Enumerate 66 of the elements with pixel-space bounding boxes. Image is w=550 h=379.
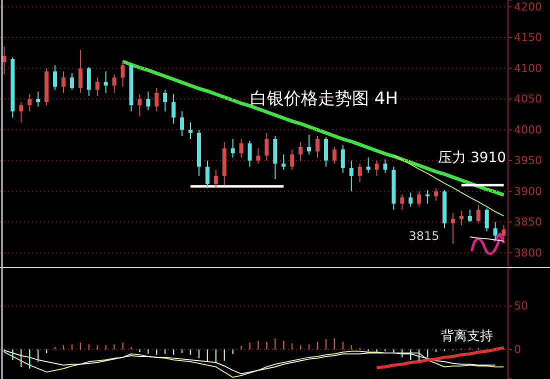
candlestick [282,154,286,170]
candlestick [332,146,336,164]
candlestick [383,158,388,174]
candlestick [214,169,218,189]
candlestick [484,208,489,232]
candlestick [476,204,480,224]
candlestick [408,192,413,208]
candlestick [307,134,312,155]
y-tick-label: 4000 [514,123,542,136]
candlestick [502,224,506,240]
y-tick-label: 0 [514,343,521,356]
text: 白银价格走势图 4H [250,89,398,109]
candlestick [400,194,404,210]
annotation: 背离支持 [441,328,493,344]
annotation: 3815 [408,229,440,243]
candlestick [459,210,464,226]
candlestick [188,122,192,140]
y-tick-label: 3850 [514,216,542,229]
candlestick [120,60,125,88]
y-tick-label: 50 [514,300,528,313]
candlestick [434,188,438,202]
candlestick [86,66,91,96]
candlestick [104,70,108,94]
annotation: 压力 3910 [438,150,506,166]
candlestick [417,190,422,208]
candlestick [349,160,354,192]
candlestick [62,70,66,94]
y-tick-label: 3900 [514,184,542,198]
candlestick [172,94,176,124]
candlestick [19,102,24,123]
candlestick [248,140,252,168]
candlestick [230,138,235,158]
y-tick-label: 4050 [514,92,542,106]
candlestick [70,72,74,90]
y-tick-label: 4150 [514,31,542,44]
candlestick [264,132,269,162]
candlestick [290,148,294,170]
candlestick [163,89,168,112]
candlestick [78,49,82,94]
candlestick [138,94,142,117]
candlestick [180,110,184,136]
candlestick [493,222,498,240]
candlestick [95,77,100,96]
candlestick [112,74,116,94]
candlestick [316,135,320,158]
candlestick [358,163,362,183]
candlestick [36,91,40,107]
y-tick-label: 3950 [514,154,542,168]
candlestick [53,64,58,90]
candlestick [298,142,303,162]
y-tick-label: 4200 [514,0,542,14]
candlestick [366,156,370,174]
y-tick-label: 4100 [514,62,542,75]
candlestick [426,190,430,204]
candlestick [239,138,244,158]
candlestick [340,144,345,174]
y-tick-label: 3800 [514,246,542,260]
candlestick [146,91,150,111]
candlestick [468,209,472,223]
candlestick [374,160,379,176]
candlestick [205,160,210,189]
candlestick [28,94,32,112]
candlestick [154,87,159,112]
candlestick [256,148,260,164]
candlestick [450,212,455,244]
candlestick [324,136,328,168]
